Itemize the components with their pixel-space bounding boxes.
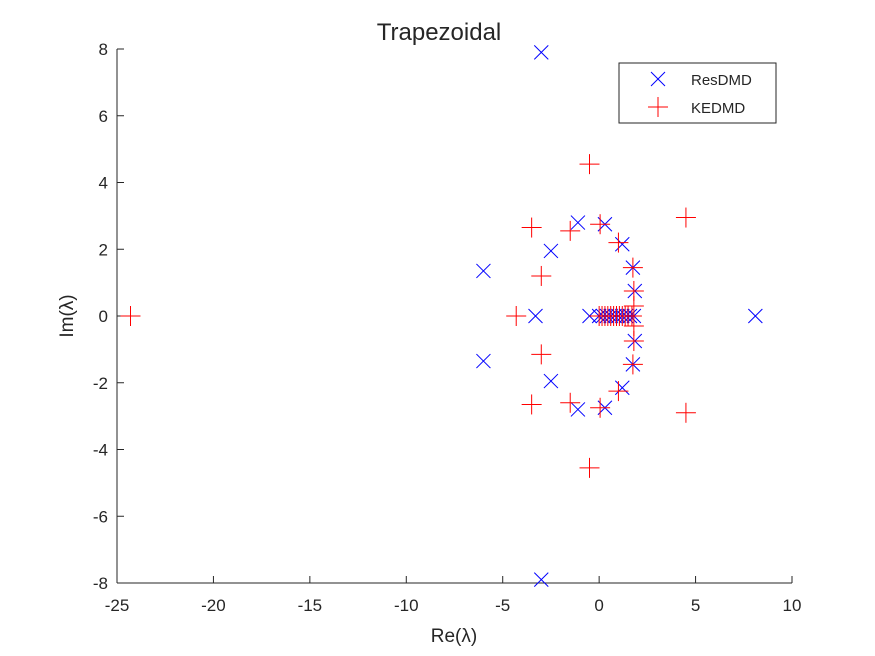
resdmd-point	[476, 353, 491, 369]
chart-title: Trapezoidal	[377, 19, 502, 46]
x-tick-label: 0	[594, 596, 603, 615]
x-tick-label: 10	[783, 596, 802, 615]
y-tick-label: 2	[99, 240, 108, 259]
marker-stroke	[533, 572, 549, 588]
x-tick-label: -15	[298, 596, 323, 615]
x-axis-label: Re(λ)	[431, 626, 477, 647]
marker-stroke	[476, 263, 491, 279]
resdmd-point	[614, 236, 630, 252]
y-tick-label: 4	[99, 174, 108, 193]
kedmd-point	[579, 154, 600, 175]
kedmd-point	[579, 457, 600, 478]
resdmd-point	[543, 243, 559, 259]
y-tick-label: -2	[93, 374, 108, 393]
kedmd-point	[622, 354, 643, 375]
marker-stroke	[543, 243, 559, 259]
y-tick-label: 6	[99, 107, 108, 126]
marker-stroke	[748, 308, 763, 324]
y-tick-label: -8	[93, 574, 108, 593]
kedmd-point	[622, 257, 643, 278]
kedmd-point	[590, 397, 611, 418]
x-tick-label: -20	[201, 596, 226, 615]
y-tick-label: -4	[93, 441, 108, 460]
marker-stroke	[614, 380, 630, 396]
resdmd-point	[570, 402, 586, 417]
marker-stroke	[533, 44, 549, 60]
kedmd-point	[531, 265, 552, 286]
y-tick-label: -6	[93, 507, 108, 526]
resdmd-point	[476, 263, 491, 279]
y-axis-label: Im(λ)	[57, 294, 78, 337]
data-points	[120, 44, 763, 588]
marker-stroke	[650, 71, 666, 87]
kedmd-point	[608, 381, 629, 402]
kedmd-point	[560, 392, 581, 413]
kedmd-point	[120, 306, 141, 326]
kedmd-point	[675, 207, 696, 228]
resdmd-point	[533, 44, 549, 60]
y-tick-label: 8	[99, 40, 108, 59]
marker-stroke	[614, 236, 630, 252]
y-tick-label: 0	[99, 307, 108, 326]
legend: ResDMD KEDMD	[618, 62, 777, 124]
kedmd-point	[531, 344, 552, 365]
kedmd-point	[521, 394, 542, 415]
kedmd-point	[608, 232, 629, 253]
legend-marker-resdmd	[650, 71, 666, 87]
legend-label-kedmd: KEDMD	[691, 100, 745, 117]
kedmd-point	[675, 402, 696, 423]
legend-box	[618, 62, 777, 124]
marker-stroke	[528, 308, 543, 324]
marker-stroke	[570, 402, 586, 417]
marker-stroke	[543, 373, 559, 389]
x-tick-label: -5	[495, 596, 510, 615]
resdmd-point	[570, 215, 586, 230]
resdmd-point	[614, 380, 630, 396]
resdmd-point	[748, 308, 763, 324]
kedmd-point	[560, 220, 581, 241]
marker-stroke	[476, 353, 491, 369]
x-tick-label: 5	[691, 596, 700, 615]
kedmd-point	[590, 214, 611, 235]
legend-marker-kedmd	[648, 97, 668, 117]
marker-stroke	[570, 215, 586, 230]
kedmd-point	[621, 306, 642, 326]
resdmd-point	[533, 572, 549, 588]
legend-label-resdmd: ResDMD	[691, 72, 752, 89]
x-tick-label: -10	[394, 596, 419, 615]
kedmd-series	[120, 154, 696, 478]
x-tick-label: -25	[105, 596, 130, 615]
resdmd-point	[543, 373, 559, 389]
kedmd-point	[623, 295, 644, 316]
kedmd-point	[521, 217, 542, 238]
resdmd-point	[528, 308, 543, 324]
kedmd-point	[506, 306, 527, 326]
kedmd-point	[623, 316, 644, 337]
